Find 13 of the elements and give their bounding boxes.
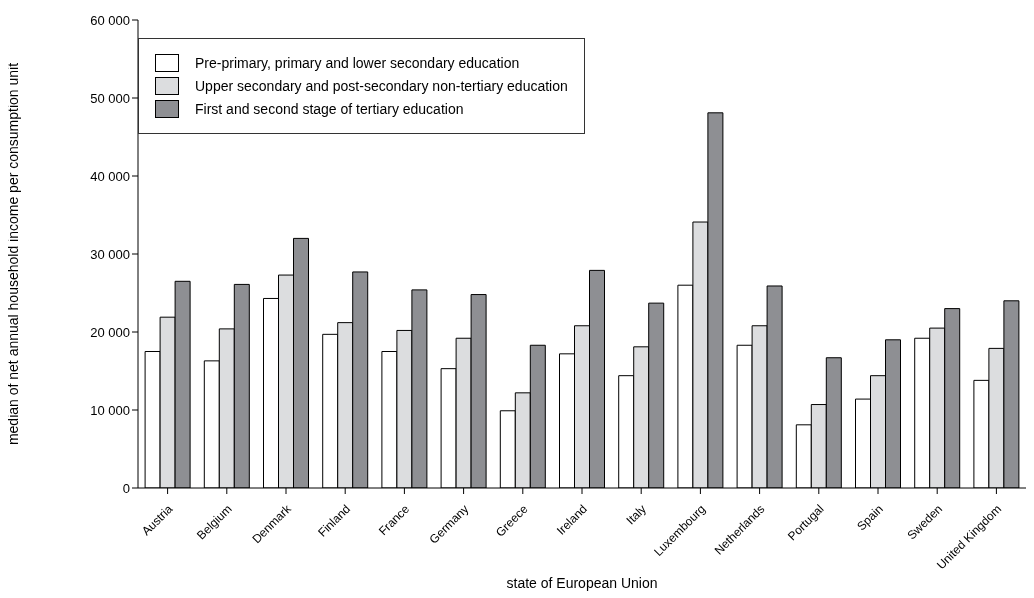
y-axis-title: median of net annual household income per consumption unit <box>4 62 21 446</box>
x-axis-title: state of European Union <box>506 575 658 591</box>
x-tick-label: Italy <box>623 501 649 528</box>
y-tick-label: 30 000 <box>90 246 130 262</box>
legend-label: Upper secondary and post-secondary non-tertiary education <box>195 78 568 94</box>
y-tick-label: 50 000 <box>90 90 130 106</box>
y-tick-label: 60 000 <box>90 12 130 28</box>
legend-label: First and second stage of tertiary education <box>195 101 464 117</box>
y-tick-label: 10 000 <box>90 402 130 418</box>
y-tick-label: 40 000 <box>90 168 130 184</box>
y-tick-label: 0 <box>122 480 130 496</box>
y-tick-label: 20 000 <box>90 324 130 340</box>
legend-label: Pre-primary, primary and lower secondary education <box>195 55 520 71</box>
